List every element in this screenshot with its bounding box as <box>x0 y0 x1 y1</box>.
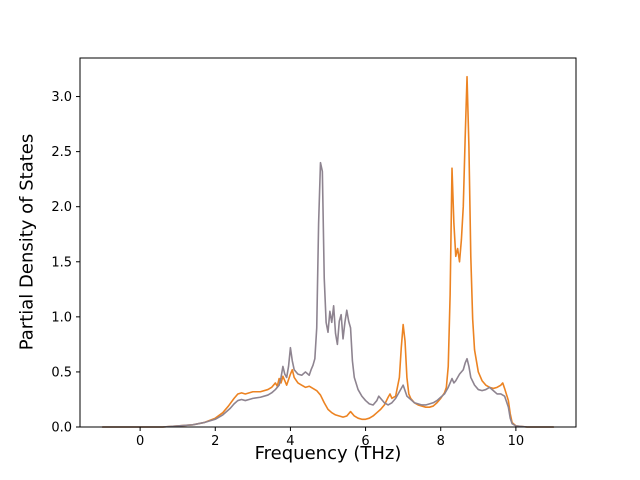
x-tick-label: 6 <box>361 434 369 449</box>
series-line-gray <box>101 161 555 428</box>
x-tick-label: 8 <box>437 434 445 449</box>
x-tick-label: 10 <box>508 434 525 449</box>
x-tick-label: 4 <box>286 434 294 449</box>
y-tick-label: 1.5 <box>51 255 72 270</box>
y-tick-label: 2.0 <box>51 200 72 215</box>
y-tick-label: 2.5 <box>51 145 72 160</box>
y-tick-label: 0.0 <box>51 421 72 436</box>
y-tick-label: 3.0 <box>51 90 72 105</box>
x-tick-label: 0 <box>136 434 144 449</box>
axes-frame <box>79 57 577 428</box>
y-tick-label: 1.0 <box>51 310 72 325</box>
series-line-orange <box>101 75 555 428</box>
y-tick-label: 0.5 <box>51 365 72 380</box>
y-axis-title: Partial Density of States <box>16 133 38 351</box>
x-tick-label: 2 <box>211 434 219 449</box>
x-axis-title: Frequency (THz) <box>254 443 402 464</box>
